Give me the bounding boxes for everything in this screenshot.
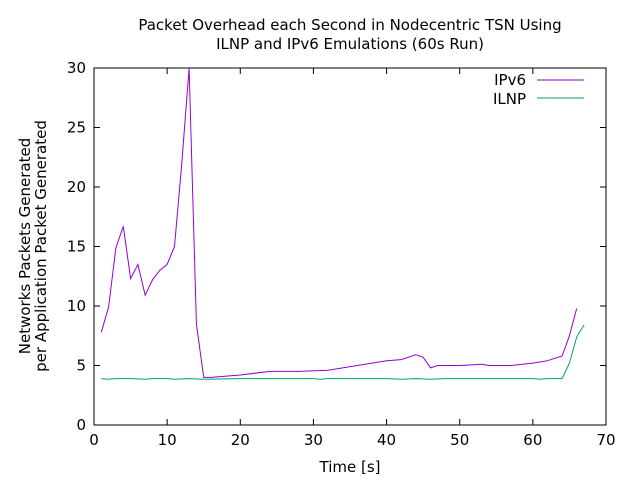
x-tick-label: 30 bbox=[304, 431, 323, 449]
y-axis-label-line2: per Application Packet Generated bbox=[32, 120, 50, 372]
y-tick-label: 20 bbox=[67, 178, 86, 196]
y-axis-label-line1: Networks Packets Generated bbox=[16, 138, 34, 354]
x-tick-label: 10 bbox=[158, 431, 177, 449]
series-line-ipv6 bbox=[100, 67, 578, 378]
series-line-ilnp bbox=[101, 324, 585, 380]
y-tick-label: 0 bbox=[76, 416, 86, 434]
y-tick-label: 30 bbox=[67, 59, 86, 77]
legend-label-ipv6: IPv6 bbox=[494, 71, 526, 89]
x-axis-label: Time [s] bbox=[319, 458, 381, 476]
y-tick-label: 15 bbox=[67, 238, 86, 256]
y-tick-label: 5 bbox=[76, 357, 86, 375]
chart-title-line2: ILNP and IPv6 Emulations (60s Run) bbox=[216, 35, 484, 53]
plot-frame bbox=[93, 67, 607, 426]
x-tick-label: 0 bbox=[89, 431, 99, 449]
x-tick-label: 70 bbox=[596, 431, 615, 449]
y-tick-label: 25 bbox=[67, 119, 86, 137]
legend: IPv6 ILNP bbox=[493, 71, 584, 108]
x-tick-label: 60 bbox=[523, 431, 542, 449]
legend-label-ilnp: ILNP bbox=[493, 90, 526, 108]
x-tick-label: 40 bbox=[377, 431, 396, 449]
axis-ticks: 0 10 20 30 40 50 60 70 0 5 10 15 20 25 30 bbox=[67, 59, 616, 449]
x-tick-label: 50 bbox=[450, 431, 469, 449]
y-tick-label: 10 bbox=[67, 297, 86, 315]
chart-title-line1: Packet Overhead each Second in Nodecentr… bbox=[138, 16, 562, 34]
x-tick-label: 20 bbox=[231, 431, 250, 449]
series-layer bbox=[100, 67, 585, 380]
